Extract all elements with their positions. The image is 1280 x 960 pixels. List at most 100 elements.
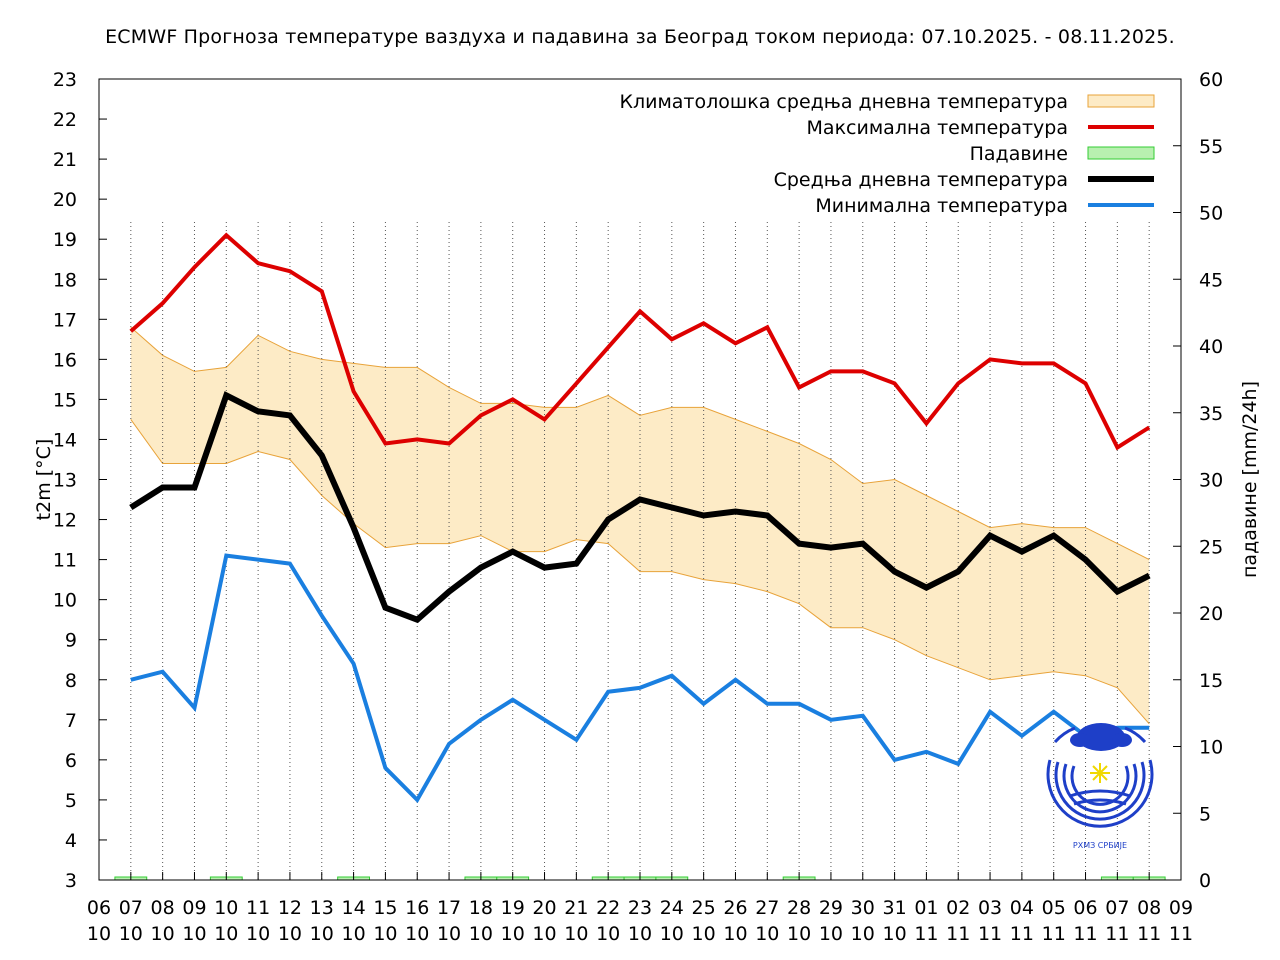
x-tick-day: 08 [151, 897, 175, 919]
y-tick-label: 13 [53, 470, 77, 492]
x-tick-month: 10 [119, 923, 143, 945]
legend-swatch [1087, 146, 1155, 160]
y-tick-label: 4 [65, 830, 77, 852]
x-tick-month: 10 [405, 923, 429, 945]
y2-tick-label: 50 [1199, 203, 1223, 225]
x-tick-month: 10 [87, 923, 111, 945]
x-tick-month: 10 [437, 923, 461, 945]
svg-text:РХМЗ СРБИЈЕ: РХМЗ СРБИЈЕ [1073, 841, 1127, 850]
x-tick-month: 10 [819, 923, 843, 945]
x-tick-month: 11 [1137, 923, 1161, 945]
y-tick-label: 14 [53, 429, 77, 451]
x-tick-day: 08 [1137, 897, 1161, 919]
x-tick-month: 10 [596, 923, 620, 945]
x-tick-month: 10 [501, 923, 525, 945]
rhmz-logo: РХМЗ СРБИЈЕ [1046, 723, 1154, 850]
y2-tick-label: 10 [1199, 737, 1223, 759]
series-line-0 [129, 232, 1151, 451]
y-tick-label: 9 [65, 630, 77, 652]
x-tick-day: 14 [341, 897, 365, 919]
x-tick-day: 09 [1169, 897, 1193, 919]
x-tick-month: 11 [1105, 923, 1129, 945]
x-tick-month: 10 [692, 923, 716, 945]
y2-tick-label: 35 [1199, 403, 1223, 425]
x-tick-month: 10 [246, 923, 270, 945]
x-tick-day: 11 [246, 897, 270, 919]
legend-label: Минимална температура [815, 195, 1068, 217]
x-tick-month: 10 [851, 923, 875, 945]
x-tick-day: 12 [278, 897, 302, 919]
x-tick-day: 17 [437, 897, 461, 919]
y2-tick-label: 60 [1199, 69, 1223, 91]
x-tick-month: 10 [151, 923, 175, 945]
x-tick-day: 06 [87, 897, 111, 919]
x-tick-month: 10 [723, 923, 747, 945]
y-tick-label: 17 [53, 309, 77, 331]
y-tick-label: 19 [53, 229, 77, 251]
x-tick-month: 10 [882, 923, 906, 945]
x-tick-month: 10 [341, 923, 365, 945]
y2-tick-label: 15 [1199, 670, 1223, 692]
x-tick-month: 10 [310, 923, 334, 945]
x-tick-day: 24 [660, 897, 684, 919]
y-tick-label: 16 [53, 349, 77, 371]
y-tick-label: 22 [53, 109, 77, 131]
x-tick-month: 10 [278, 923, 302, 945]
x-tick-day: 07 [1105, 897, 1129, 919]
climatology-upper-line [130, 326, 1150, 561]
x-tick-day: 30 [851, 897, 875, 919]
x-tick-month: 10 [214, 923, 238, 945]
x-tick-month: 10 [564, 923, 588, 945]
y2-tick-label: 30 [1199, 470, 1223, 492]
y-tick-label: 5 [65, 790, 77, 812]
x-tick-day: 31 [882, 897, 906, 919]
y2-tick-label: 20 [1199, 603, 1223, 625]
y-tick-label: 11 [53, 550, 77, 572]
x-tick-month: 11 [914, 923, 938, 945]
x-tick-day: 10 [214, 897, 238, 919]
x-tick-day: 25 [692, 897, 716, 919]
x-tick-month: 10 [373, 923, 397, 945]
x-tick-day: 20 [532, 897, 556, 919]
x-tick-month: 11 [1073, 923, 1097, 945]
x-tick-month: 10 [532, 923, 556, 945]
y-tick-label: 8 [65, 670, 77, 692]
x-tick-month: 10 [469, 923, 493, 945]
x-tick-month: 11 [946, 923, 970, 945]
legend-label: Максимална температура [807, 117, 1068, 139]
x-tick-day: 22 [596, 897, 620, 919]
x-tick-day: 03 [978, 897, 1002, 919]
y2-tick-label: 5 [1199, 803, 1211, 825]
x-tick-month: 11 [978, 923, 1002, 945]
x-tick-day: 13 [310, 897, 334, 919]
legend-swatch [1087, 94, 1155, 108]
x-tick-day: 27 [755, 897, 779, 919]
x-tick-day: 21 [564, 897, 588, 919]
x-tick-day: 05 [1042, 897, 1066, 919]
x-tick-day: 28 [787, 897, 811, 919]
y2-tick-label: 40 [1199, 336, 1223, 358]
legend-label: Климатолошка средња дневна температура [619, 91, 1068, 113]
y-tick-label: 15 [53, 389, 77, 411]
x-tick-day: 18 [469, 897, 493, 919]
x-tick-month: 10 [660, 923, 684, 945]
x-tick-day: 29 [819, 897, 843, 919]
series-line-1 [129, 391, 1151, 624]
x-tick-month: 11 [1042, 923, 1066, 945]
x-tick-day: 02 [946, 897, 970, 919]
x-tick-day: 01 [914, 897, 938, 919]
y2-tick-label: 0 [1199, 870, 1211, 892]
x-tick-day: 26 [723, 897, 747, 919]
x-tick-month: 11 [1169, 923, 1193, 945]
y2-tick-label: 45 [1199, 269, 1223, 291]
x-tick-month: 11 [1010, 923, 1034, 945]
x-tick-month: 10 [755, 923, 779, 945]
y-tick-label: 12 [53, 510, 77, 532]
y-tick-label: 10 [53, 590, 77, 612]
x-tick-month: 10 [182, 923, 206, 945]
y-tick-label: 3 [65, 870, 77, 892]
series-line-2 [130, 553, 1150, 804]
x-tick-day: 04 [1010, 897, 1034, 919]
y-tick-label: 21 [53, 149, 77, 171]
